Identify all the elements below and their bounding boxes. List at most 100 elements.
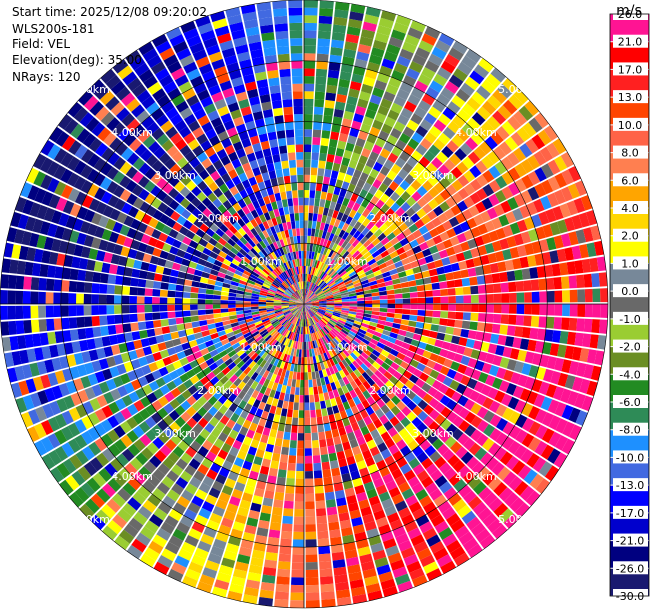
velocity-gate [372, 452, 384, 464]
velocity-gate [353, 282, 362, 288]
velocity-gate [264, 419, 273, 429]
velocity-gate [396, 400, 407, 411]
velocity-gate [507, 115, 522, 131]
velocity-gate [290, 386, 296, 395]
velocity-gate [65, 475, 80, 491]
velocity-gate [554, 357, 565, 372]
velocity-gate [504, 336, 515, 347]
velocity-gate [202, 233, 212, 242]
velocity-gate [566, 200, 579, 216]
velocity-gate [472, 501, 488, 516]
velocity-gate [390, 127, 402, 139]
velocity-gate [409, 286, 418, 293]
velocity-gate [169, 370, 179, 380]
velocity-gate [179, 144, 192, 157]
velocity-gate [428, 409, 440, 421]
velocity-gate [390, 236, 400, 246]
velocity-gate [331, 243, 338, 252]
velocity-gate [583, 273, 593, 288]
velocity-gate [255, 365, 263, 375]
velocity-gate [319, 262, 325, 271]
velocity-gate [272, 506, 283, 516]
velocity-gate [386, 246, 396, 255]
velocity-gate [223, 398, 233, 409]
velocity-gate [414, 106, 427, 119]
velocity-gate [157, 419, 169, 432]
velocity-gate [471, 304, 479, 313]
velocity-gate [274, 278, 282, 285]
velocity-gate [239, 155, 249, 166]
velocity-gate [246, 429, 255, 439]
velocity-gate [228, 169, 238, 179]
velocity-gate [74, 191, 87, 206]
velocity-gate [67, 438, 81, 454]
velocity-gate [294, 309, 300, 317]
velocity-gate [292, 190, 298, 199]
velocity-gate [323, 176, 331, 185]
velocity-gate [422, 527, 437, 541]
velocity-gate [296, 167, 304, 175]
velocity-gate [251, 311, 260, 316]
velocity-gate [354, 317, 363, 323]
velocity-gate [229, 21, 244, 33]
velocity-gate [283, 310, 291, 316]
velocity-gate [470, 294, 479, 303]
velocity-gate [223, 189, 233, 200]
velocity-gate [378, 262, 388, 270]
velocity-gate [324, 290, 332, 295]
velocity-gate [415, 514, 430, 527]
velocity-gate [443, 358, 453, 368]
velocity-gate [353, 386, 362, 396]
velocity-gate [229, 374, 238, 384]
velocity-gate [341, 213, 349, 223]
velocity-gate [363, 415, 373, 426]
velocity-gate [485, 73, 501, 89]
velocity-gate [74, 144, 88, 160]
velocity-gate [331, 339, 338, 347]
velocity-gate [292, 76, 303, 84]
velocity-gate [304, 304, 308, 311]
velocity-gate [318, 307, 327, 311]
velocity-gate [118, 529, 135, 544]
velocity-gate [308, 282, 313, 290]
velocity-gate [415, 251, 425, 260]
velocity-gate [507, 197, 519, 210]
velocity-gate [301, 258, 304, 267]
velocity-gate [322, 327, 328, 335]
velocity-gate [160, 521, 175, 535]
velocity-gate [336, 334, 344, 342]
velocity-gate [309, 274, 314, 283]
velocity-gate [460, 328, 470, 338]
velocity-gate [387, 152, 399, 164]
velocity-gate [20, 411, 34, 428]
velocity-gate [103, 346, 114, 358]
velocity-gate [227, 349, 237, 358]
velocity-gate [162, 267, 172, 276]
velocity-gate [304, 304, 307, 312]
velocity-gate [286, 470, 296, 479]
velocity-gate [261, 331, 269, 338]
velocity-gate [536, 265, 546, 278]
velocity-gate [310, 167, 318, 176]
velocity-gate [60, 168, 73, 184]
velocity-gate [405, 422, 416, 434]
velocity-gate [230, 322, 239, 328]
velocity-gate [310, 266, 314, 275]
velocity-gate [247, 128, 258, 138]
velocity-gate [120, 352, 131, 363]
velocity-gate [117, 127, 131, 142]
velocity-gate [521, 327, 531, 339]
velocity-gate [296, 301, 304, 304]
velocity-gate [305, 289, 309, 297]
velocity-gate [284, 424, 292, 433]
velocity-gate [54, 266, 64, 279]
velocity-gate [297, 304, 304, 309]
velocity-gate [164, 515, 179, 528]
velocity-gate [177, 383, 188, 394]
velocity-gate [375, 327, 384, 334]
velocity-gate [280, 230, 286, 239]
velocity-gate [246, 412, 255, 423]
velocity-gate [324, 325, 331, 333]
velocity-gate [140, 553, 156, 568]
velocity-gate [338, 512, 350, 522]
